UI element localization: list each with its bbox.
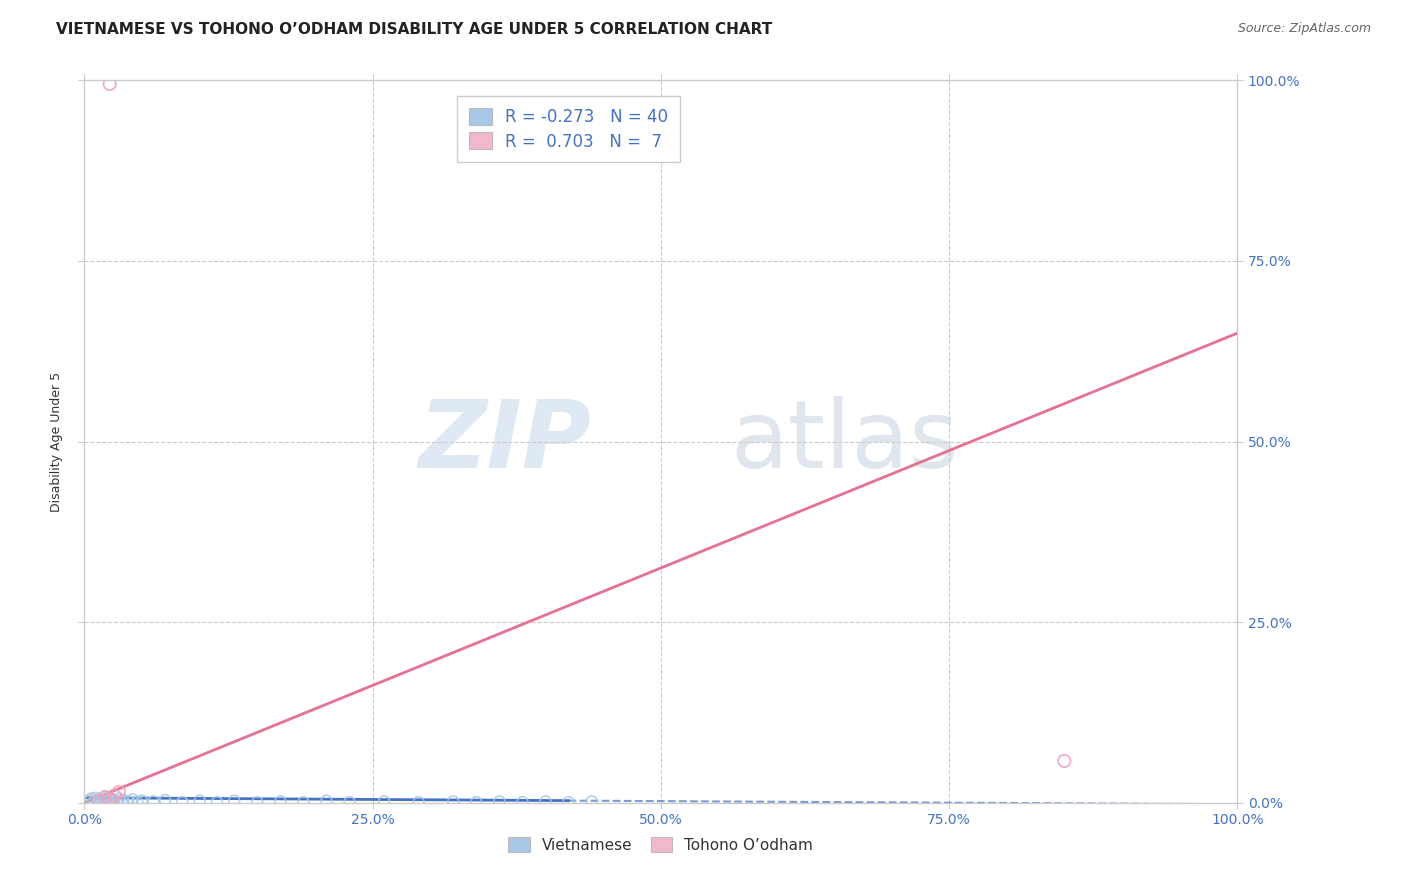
Point bbox=[488, 794, 510, 808]
Text: VIETNAMESE VS TOHONO O’ODHAM DISABILITY AGE UNDER 5 CORRELATION CHART: VIETNAMESE VS TOHONO O’ODHAM DISABILITY … bbox=[56, 22, 772, 37]
Point bbox=[83, 794, 105, 808]
Point bbox=[87, 794, 110, 808]
Y-axis label: Disability Age Under 5: Disability Age Under 5 bbox=[49, 371, 63, 512]
Point bbox=[534, 794, 557, 808]
Point bbox=[84, 790, 107, 805]
Point bbox=[153, 793, 176, 807]
Point bbox=[315, 794, 337, 808]
Point bbox=[441, 794, 464, 808]
Point bbox=[77, 794, 100, 808]
Point bbox=[557, 795, 579, 809]
Point bbox=[292, 795, 315, 809]
Point bbox=[96, 794, 118, 808]
Point bbox=[1053, 754, 1076, 768]
Point bbox=[269, 794, 291, 808]
Point bbox=[131, 794, 153, 808]
Point bbox=[103, 793, 125, 807]
Point bbox=[105, 794, 128, 808]
Point bbox=[98, 791, 121, 805]
Point bbox=[205, 795, 228, 809]
Point bbox=[108, 785, 131, 799]
Point bbox=[408, 795, 430, 809]
Point bbox=[108, 791, 131, 805]
Point bbox=[87, 795, 110, 809]
Text: atlas: atlas bbox=[730, 395, 959, 488]
Legend: Vietnamese, Tohono O’odham: Vietnamese, Tohono O’odham bbox=[501, 829, 821, 860]
Point bbox=[373, 794, 395, 808]
Point bbox=[581, 794, 603, 808]
Point bbox=[121, 792, 143, 806]
Point bbox=[94, 790, 117, 805]
Point bbox=[117, 794, 139, 808]
Point bbox=[339, 795, 361, 809]
Point bbox=[172, 795, 194, 809]
Point bbox=[110, 795, 132, 809]
Text: ZIP: ZIP bbox=[419, 395, 592, 488]
Point bbox=[98, 77, 121, 91]
Point bbox=[103, 789, 125, 803]
Point bbox=[94, 790, 117, 805]
Point bbox=[101, 795, 124, 809]
Point bbox=[98, 792, 121, 806]
Point bbox=[80, 791, 103, 805]
Point bbox=[89, 792, 111, 806]
Point bbox=[224, 794, 246, 808]
Point bbox=[142, 794, 165, 808]
Text: Source: ZipAtlas.com: Source: ZipAtlas.com bbox=[1237, 22, 1371, 36]
Point bbox=[188, 794, 211, 808]
Point bbox=[246, 795, 269, 809]
Point bbox=[465, 795, 488, 809]
Point bbox=[91, 794, 114, 808]
Point bbox=[112, 793, 135, 807]
Point bbox=[512, 795, 534, 809]
Point bbox=[127, 795, 149, 809]
